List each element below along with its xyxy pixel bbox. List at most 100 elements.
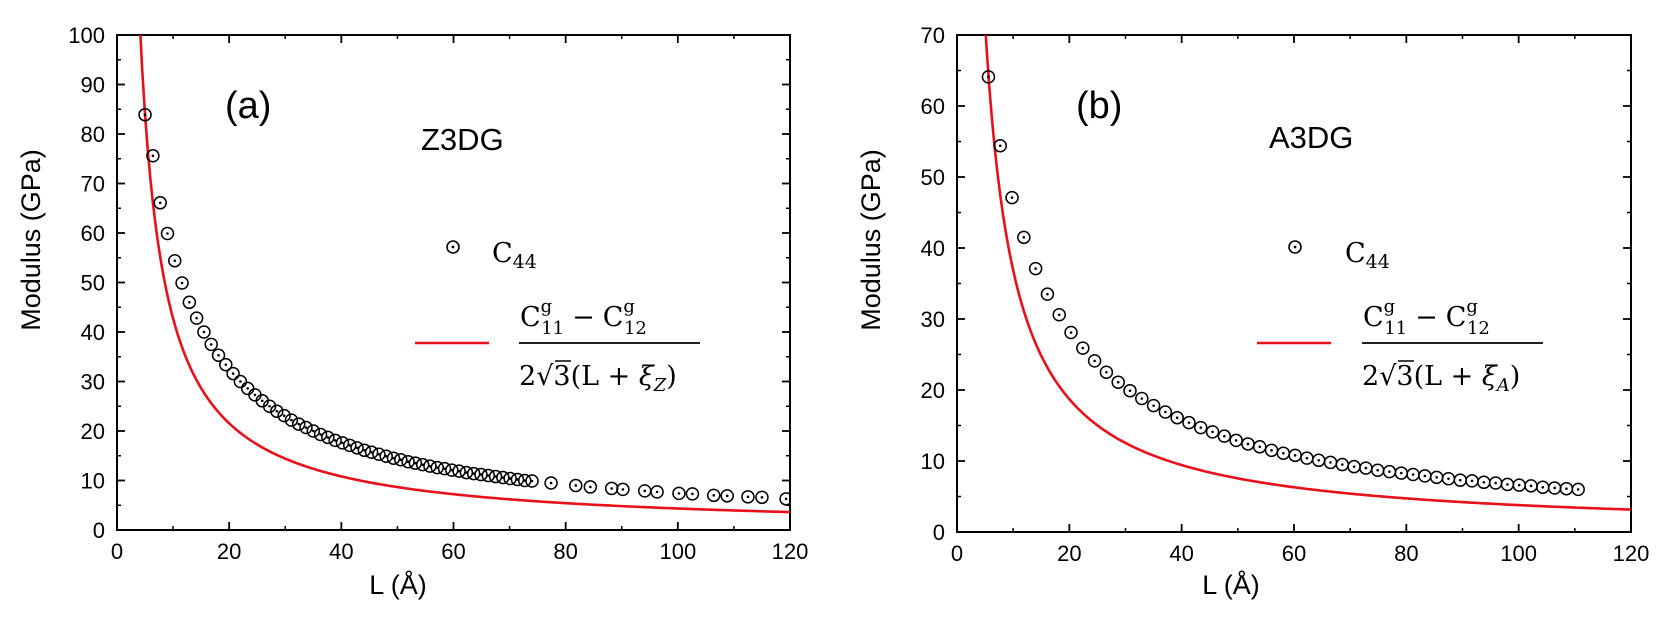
data-point [1453,473,1468,487]
data-point [1099,365,1114,379]
x-tick-label: 60 [1282,541,1306,566]
y-tick-label: 40 [81,320,105,345]
data-point [1135,391,1149,406]
data-point [981,70,996,84]
data-point [321,430,335,445]
data-point [1170,410,1184,425]
data-point [1547,481,1562,495]
data-point [1524,479,1538,493]
data-point [1512,478,1526,492]
svg-text:2√3(L + ξZ): 2√3(L + ξZ) [519,361,677,396]
x-tick-label: 40 [1169,541,1193,566]
data-point [182,295,197,310]
data-points [138,107,790,506]
data-point [525,474,539,488]
y-tick-label: 70 [921,23,945,48]
data-points [981,70,1585,497]
data-point [1064,325,1078,340]
data-point [1087,354,1102,368]
data-point [160,226,175,241]
data-point [306,424,321,438]
data-point [1406,467,1420,482]
y-axis-title: Modulus (GPa) [16,149,46,331]
y-tick-label: 0 [933,520,945,545]
data-point [583,480,598,494]
data-point [1370,463,1385,477]
x-tick-label: 60 [441,539,465,564]
x-tick-label: 120 [772,539,809,564]
x-tick-label: 120 [1613,541,1650,566]
data-point [357,443,372,458]
data-point [1123,383,1137,398]
x-tick-label: 20 [217,539,241,564]
data-point [284,413,299,427]
data-point [1205,425,1220,439]
data-point [138,107,152,122]
data-point [1158,405,1173,419]
x-tick-label: 20 [1057,541,1081,566]
y-axis-ticks: 0 10 20 30 40 50 60 70 [921,23,1631,545]
data-point [1571,482,1585,497]
data-point [1394,466,1409,480]
y-axis-title: Modulus (GPa) [856,149,886,331]
x-tick-label: 0 [111,539,123,564]
data-point [1335,457,1350,472]
x-axis-title: L (Å) [369,569,427,600]
data-point [1288,448,1302,463]
data-point [1418,469,1432,483]
plot-frame [116,34,791,531]
legend-label-fit: Cg 11− Cg 12 2√3(L + ξZ) [519,296,700,396]
data-point [779,492,790,506]
data-point [544,476,558,490]
data-point [637,484,652,498]
data-point [204,337,218,352]
panel-label: (b) [1076,85,1122,127]
data-point [1477,475,1491,490]
data-point [350,441,364,455]
data-point [189,311,204,325]
data-point [146,149,160,163]
x-axis-ticks: 0 20 40 60 80 100 120 [111,35,808,564]
data-point [1040,287,1055,301]
svg-text:2√3(L + ξA): 2√3(L + ξA) [1362,361,1520,396]
y-tick-label: 50 [921,165,945,190]
data-point [240,381,255,396]
data-point [372,447,386,462]
x-tick-label: 80 [1394,541,1418,566]
y-tick-label: 100 [68,23,105,48]
data-point [270,404,284,418]
x-tick-label: 0 [951,541,963,566]
data-point [755,490,769,505]
y-axis-ticks: 0 10 20 30 40 50 60 70 80 90 100 [68,23,790,543]
data-point [569,478,583,493]
data-point [1441,472,1456,486]
panel-label: (a) [225,85,271,127]
legend-label-c44: C44 [1345,238,1390,273]
data-point [616,482,630,497]
fit-curve [139,35,790,514]
data-point [168,253,182,268]
material-name: A3DG [1269,120,1353,155]
legend: C44 Cg 11− Cg 12 2√3(L + ξZ) [415,238,700,396]
data-point [1500,477,1515,492]
x-tick-label: 80 [553,539,577,564]
y-tick-label: 90 [81,73,105,98]
data-point [741,490,755,504]
y-tick-label: 40 [921,236,945,261]
plot-frame [956,34,1632,533]
data-point [1052,307,1066,322]
data-point [233,374,248,389]
y-tick-label: 80 [81,122,105,147]
data-point [604,481,619,496]
y-tick-label: 10 [921,449,945,474]
legend-marker-c44 [446,240,460,254]
y-tick-label: 60 [921,94,945,119]
data-point [1347,459,1361,474]
data-point [993,139,1007,153]
data-point [153,196,167,210]
data-point [1536,480,1550,495]
data-point [685,487,700,501]
